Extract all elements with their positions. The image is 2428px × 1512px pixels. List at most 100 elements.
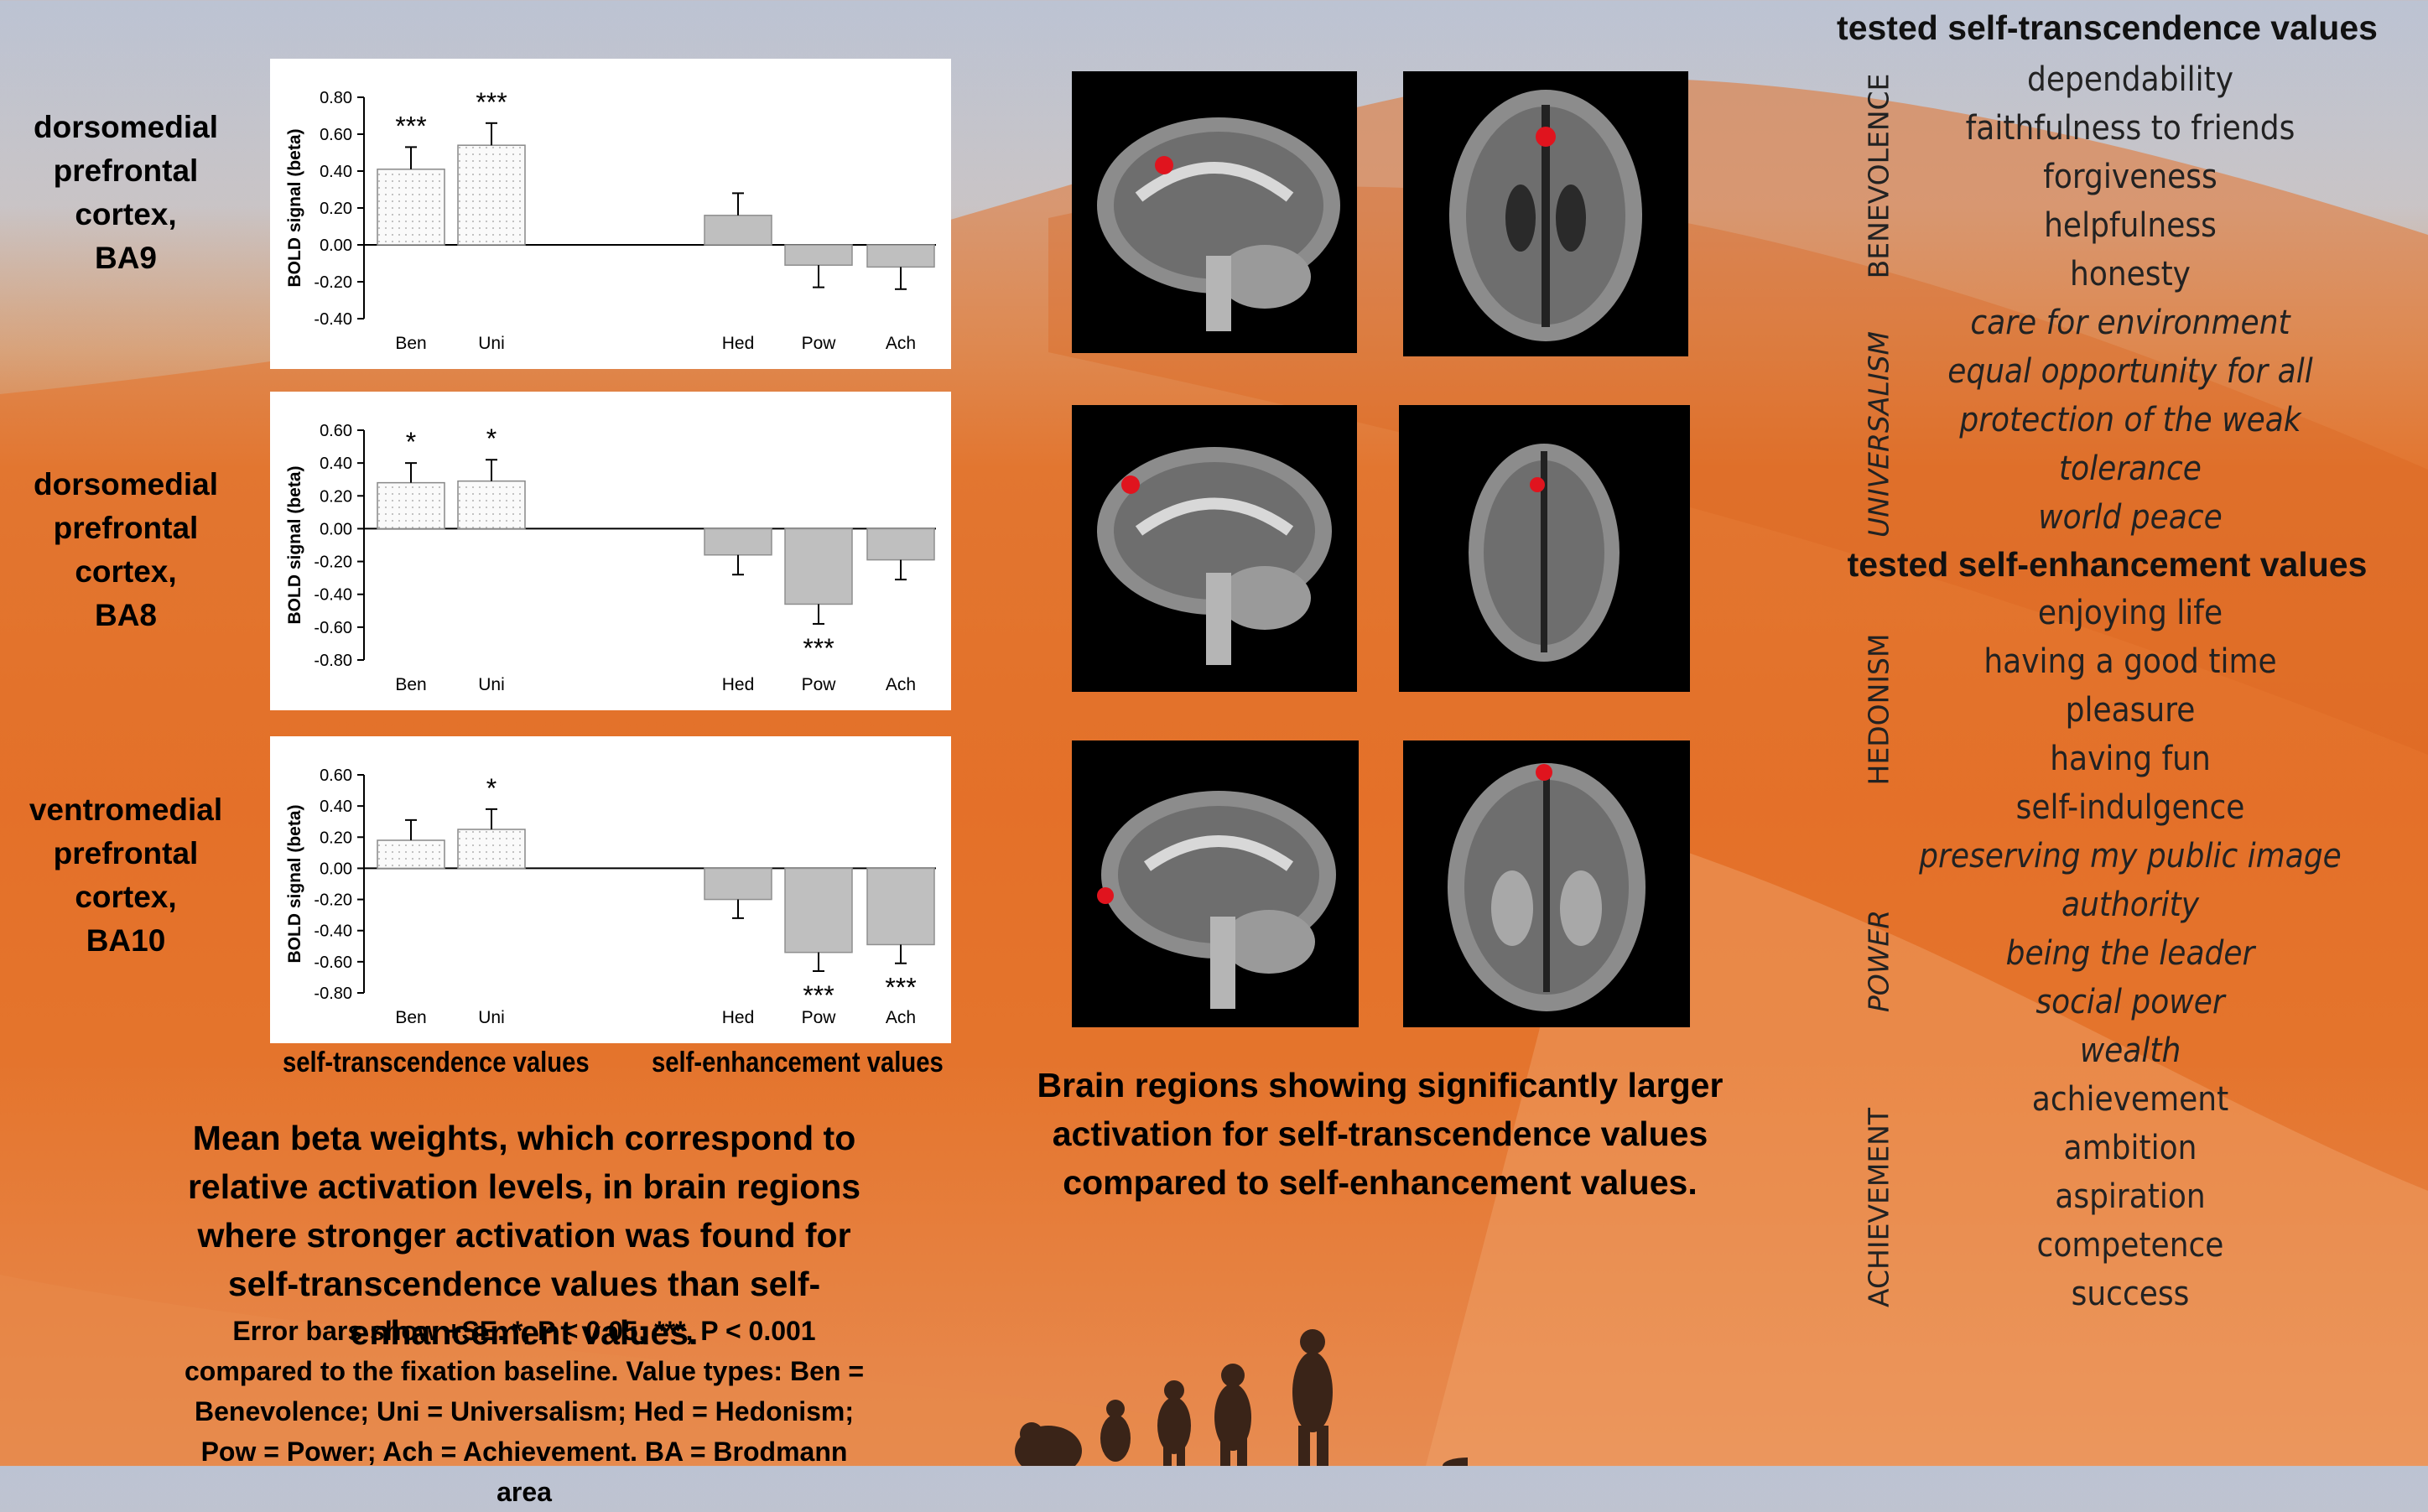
- value-item: wealth: [2079, 1031, 2181, 1070]
- region-label-line: prefrontal: [53, 511, 199, 545]
- bar-hed: [704, 527, 772, 556]
- bar-pow: [784, 244, 853, 266]
- x-category-label: Pow: [802, 1008, 837, 1027]
- bar-ach: [866, 527, 935, 561]
- brain-scan-sagittal-ba10: [1072, 740, 1359, 1027]
- y-tick-label: 0.60: [320, 422, 352, 440]
- y-tick-label: 0.40: [320, 455, 352, 473]
- y-tick-label: -0.20: [314, 273, 352, 292]
- bar-ach: [866, 867, 935, 946]
- bar-uni: [457, 480, 526, 530]
- y-tick-label: -0.80: [314, 652, 352, 670]
- x-category-label: Ben: [395, 1008, 426, 1027]
- region-label-line: BA10: [86, 923, 166, 958]
- bar-pow: [784, 867, 853, 953]
- value-item: dependability: [2026, 60, 2234, 99]
- y-tick-label: 0.40: [320, 798, 352, 816]
- y-tick-label: 0.20: [320, 200, 352, 218]
- y-axis-label: BOLD signal (beta): [285, 128, 304, 287]
- bar-pow: [784, 527, 853, 605]
- brain-scan-sagittal-ba9: [1072, 71, 1357, 353]
- region-label-line: dorsomedial: [34, 467, 218, 501]
- chart-svg: 0.60 0.40 0.20 0.00 -0.20 -0.40 -0.60 -0.80 BOLD…: [285, 422, 936, 694]
- chart-svg: 0.60 0.40 0.20 0.00 -0.20 -0.40 -0.60 -0.80 BOLD…: [285, 766, 936, 1027]
- value-item: faithfulness to friends: [1965, 109, 2295, 148]
- category-label-benevolence: BENEVOLENCE: [1862, 73, 1895, 279]
- x-category-label: Pow: [802, 675, 837, 694]
- bar-hed: [704, 867, 772, 901]
- x-category-label: Uni: [478, 1008, 505, 1027]
- value-item: helpfulness: [2044, 206, 2217, 245]
- self-enhancement-title: tested self-enhancement values: [1847, 545, 2368, 584]
- value-item: protection of the weak: [1959, 401, 2301, 439]
- region-label-line: BA8: [94, 598, 158, 632]
- bar-ben: [377, 839, 445, 870]
- y-tick-label: -0.60: [314, 953, 352, 972]
- chart-footnote: Error bars show +SE. *, P < 0.05; ***, P…: [185, 1316, 864, 1507]
- category-label-achievement: ACHIEVEMENT: [1862, 1107, 1895, 1308]
- y-tick-label: 0.80: [320, 89, 352, 107]
- self-transcendence-title: tested self-transcendence values: [1837, 8, 2378, 47]
- region-label-ba8: dorsomedial prefrontal cortex, BA8: [0, 463, 252, 637]
- value-item: honesty: [2070, 255, 2191, 294]
- value-item: world peace: [2038, 498, 2223, 537]
- region-label-line: cortex,: [75, 554, 177, 589]
- value-item: having fun: [2050, 740, 2211, 778]
- brain-scan-sagittal-ba8: [1072, 405, 1357, 692]
- category-label-universalism: UNIVERSALISM: [1862, 331, 1895, 538]
- value-item: ambition: [2063, 1129, 2197, 1167]
- significance-marker-ach: ***: [885, 973, 916, 1003]
- bar-ben: [377, 169, 445, 246]
- x-category-label: Ben: [395, 675, 426, 694]
- significance-marker-uni: ***: [476, 87, 507, 117]
- value-item: achievement: [2031, 1080, 2229, 1119]
- region-label-line: dorsomedial: [34, 110, 218, 144]
- hikers-silhouette-image: [1015, 1329, 1468, 1466]
- y-tick-label: 0.20: [320, 487, 352, 506]
- significance-marker-uni: *: [486, 773, 497, 803]
- group-label-self-enhancement: self-enhancement values: [652, 1047, 944, 1078]
- value-item: enjoying life: [2037, 594, 2223, 632]
- value-item: care for environment: [1970, 304, 2290, 342]
- significance-marker-pow: ***: [803, 633, 834, 663]
- significance-marker-ben: *: [406, 427, 416, 457]
- value-item: preserving my public image: [1919, 837, 2342, 876]
- region-label-line: prefrontal: [53, 836, 199, 870]
- region-label-line: prefrontal: [53, 153, 199, 188]
- category-label-hedonism: HEDONISM: [1862, 633, 1895, 786]
- x-category-label: Ach: [886, 1008, 916, 1027]
- significance-marker-uni: *: [486, 423, 497, 454]
- y-axis-label: BOLD signal (beta): [285, 804, 304, 963]
- bar-hed: [704, 215, 772, 246]
- value-item: forgiveness: [2043, 158, 2217, 196]
- chart-caption: Mean beta weights, which correspond to r…: [187, 1119, 861, 1352]
- bar-ach: [866, 244, 935, 268]
- y-tick-label: 0.00: [320, 520, 352, 538]
- value-item: aspiration: [2055, 1177, 2206, 1216]
- value-item: tolerance: [2059, 449, 2202, 488]
- bar-chart-ba8: 0.60 0.40 0.20 0.00 -0.20 -0.40 -0.60 -0.80 BOLD…: [270, 392, 951, 710]
- significance-marker-ben: ***: [395, 111, 426, 141]
- region-label-line: BA9: [94, 241, 158, 275]
- value-item: being the leader: [2005, 934, 2255, 973]
- y-tick-label: -0.20: [314, 891, 352, 910]
- value-item: having a good time: [1983, 642, 2277, 681]
- brain-scan-axial-ba8: [1399, 405, 1690, 692]
- x-category-label: Ben: [395, 334, 426, 353]
- group-label-self-transcendence: self-transcendence values: [283, 1047, 590, 1078]
- x-category-label: Hed: [722, 675, 755, 694]
- significance-marker-pow: ***: [803, 980, 834, 1011]
- y-tick-label: -0.80: [314, 985, 352, 1003]
- y-tick-label: 0.40: [320, 163, 352, 181]
- bar-ben: [377, 481, 445, 530]
- y-tick-label: -0.60: [314, 619, 352, 637]
- chart-svg: 0.80 0.60 0.40 0.20 0.00 -0.20 -0.40 BOLD signa…: [285, 87, 936, 353]
- value-item: self-indulgence: [2015, 788, 2245, 827]
- brain-scan-axial-ba9: [1403, 71, 1688, 356]
- brain-scan-axial-ba10: [1403, 740, 1690, 1027]
- region-label-line: ventromedial: [29, 792, 223, 827]
- tested-values-panel: tested self-transcendence values tested …: [1786, 0, 2428, 1466]
- y-tick-label: -0.20: [314, 553, 352, 572]
- y-tick-label: -0.40: [314, 310, 352, 329]
- x-category-label: Ach: [886, 675, 916, 694]
